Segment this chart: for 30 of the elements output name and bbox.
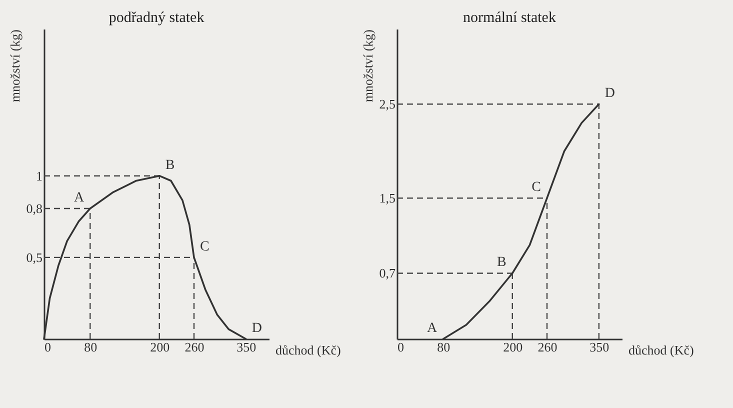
annotation: A xyxy=(427,321,438,336)
annotation: D xyxy=(604,86,616,102)
y-tick-label: 0,7 xyxy=(379,266,396,281)
x-axis-title: důchod (Kč) xyxy=(276,342,341,358)
annotation: D xyxy=(252,321,262,336)
x-tick-label: 350 xyxy=(236,340,256,354)
x-tick-label: 80 xyxy=(84,340,98,354)
x-axis-title: důchod (Kč) xyxy=(628,342,694,358)
y-tick-label: 2,5 xyxy=(379,96,396,112)
y-tick-label: 1 xyxy=(36,168,42,184)
x-tick-label: 80 xyxy=(437,340,450,354)
y-tick-label: 0,8 xyxy=(26,200,42,216)
x-tick-label: 0 xyxy=(44,340,51,354)
chart-title: podřadný statek xyxy=(108,10,205,26)
y-axis-title: množství (kg) xyxy=(7,30,22,102)
x-tick-label: 200 xyxy=(150,340,170,354)
x-tick-label: 350 xyxy=(590,340,610,354)
y-axis-title: množství (kg) xyxy=(360,30,376,102)
annotation: C xyxy=(532,180,541,196)
annotation: A xyxy=(74,190,86,206)
x-tick-label: 200 xyxy=(503,340,523,354)
x-tick-label: 260 xyxy=(538,340,558,354)
chart-title: normální statek xyxy=(463,10,556,26)
annotation: B xyxy=(165,158,175,173)
annotation: B xyxy=(497,255,506,270)
x-tick-label: 260 xyxy=(184,340,204,354)
y-tick-label: 1,5 xyxy=(379,190,396,206)
x-tick-label: 0 xyxy=(398,340,404,354)
annotation: C xyxy=(200,239,210,254)
y-tick-label: 0,5 xyxy=(26,250,42,265)
